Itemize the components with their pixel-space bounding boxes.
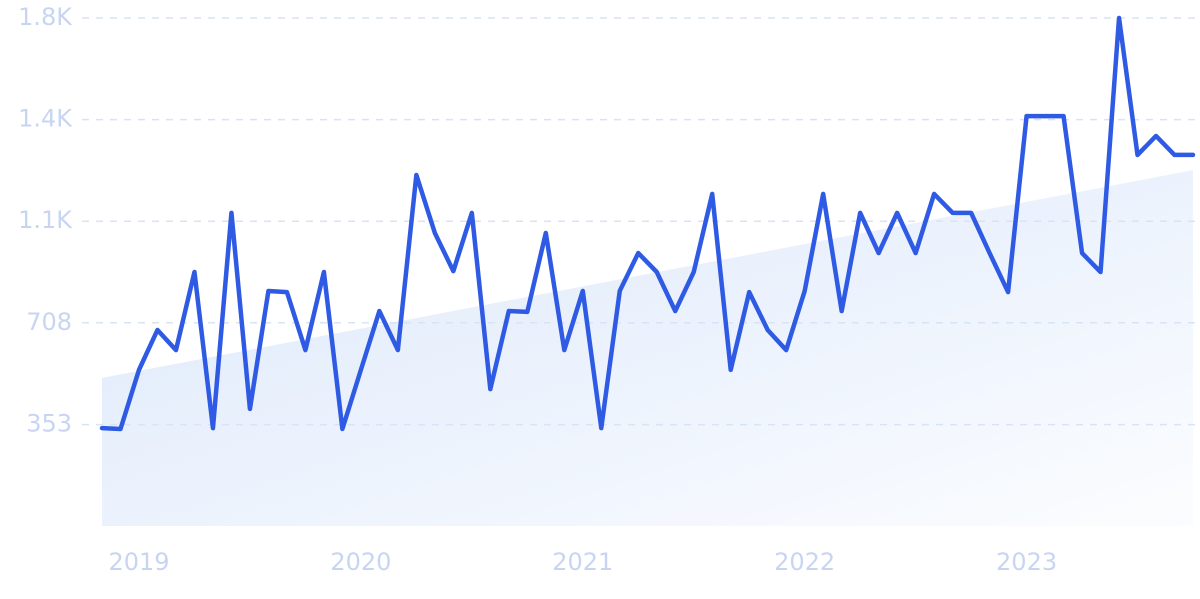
y-tick-label: 708 bbox=[26, 308, 72, 336]
x-tick-label: 2022 bbox=[774, 548, 835, 576]
x-tick-label: 2019 bbox=[108, 548, 169, 576]
data-line bbox=[99, 15, 1196, 432]
x-tick-label: 2021 bbox=[552, 548, 613, 576]
trend-area bbox=[102, 170, 1193, 527]
x-tick-label: 2023 bbox=[996, 548, 1057, 576]
y-tick-label: 1.8K bbox=[18, 3, 73, 31]
y-tick-label: 1.4K bbox=[18, 105, 73, 133]
y-tick-label: 353 bbox=[26, 410, 72, 438]
x-tick-label: 2020 bbox=[330, 548, 391, 576]
y-tick-label: 1.1K bbox=[18, 206, 73, 234]
